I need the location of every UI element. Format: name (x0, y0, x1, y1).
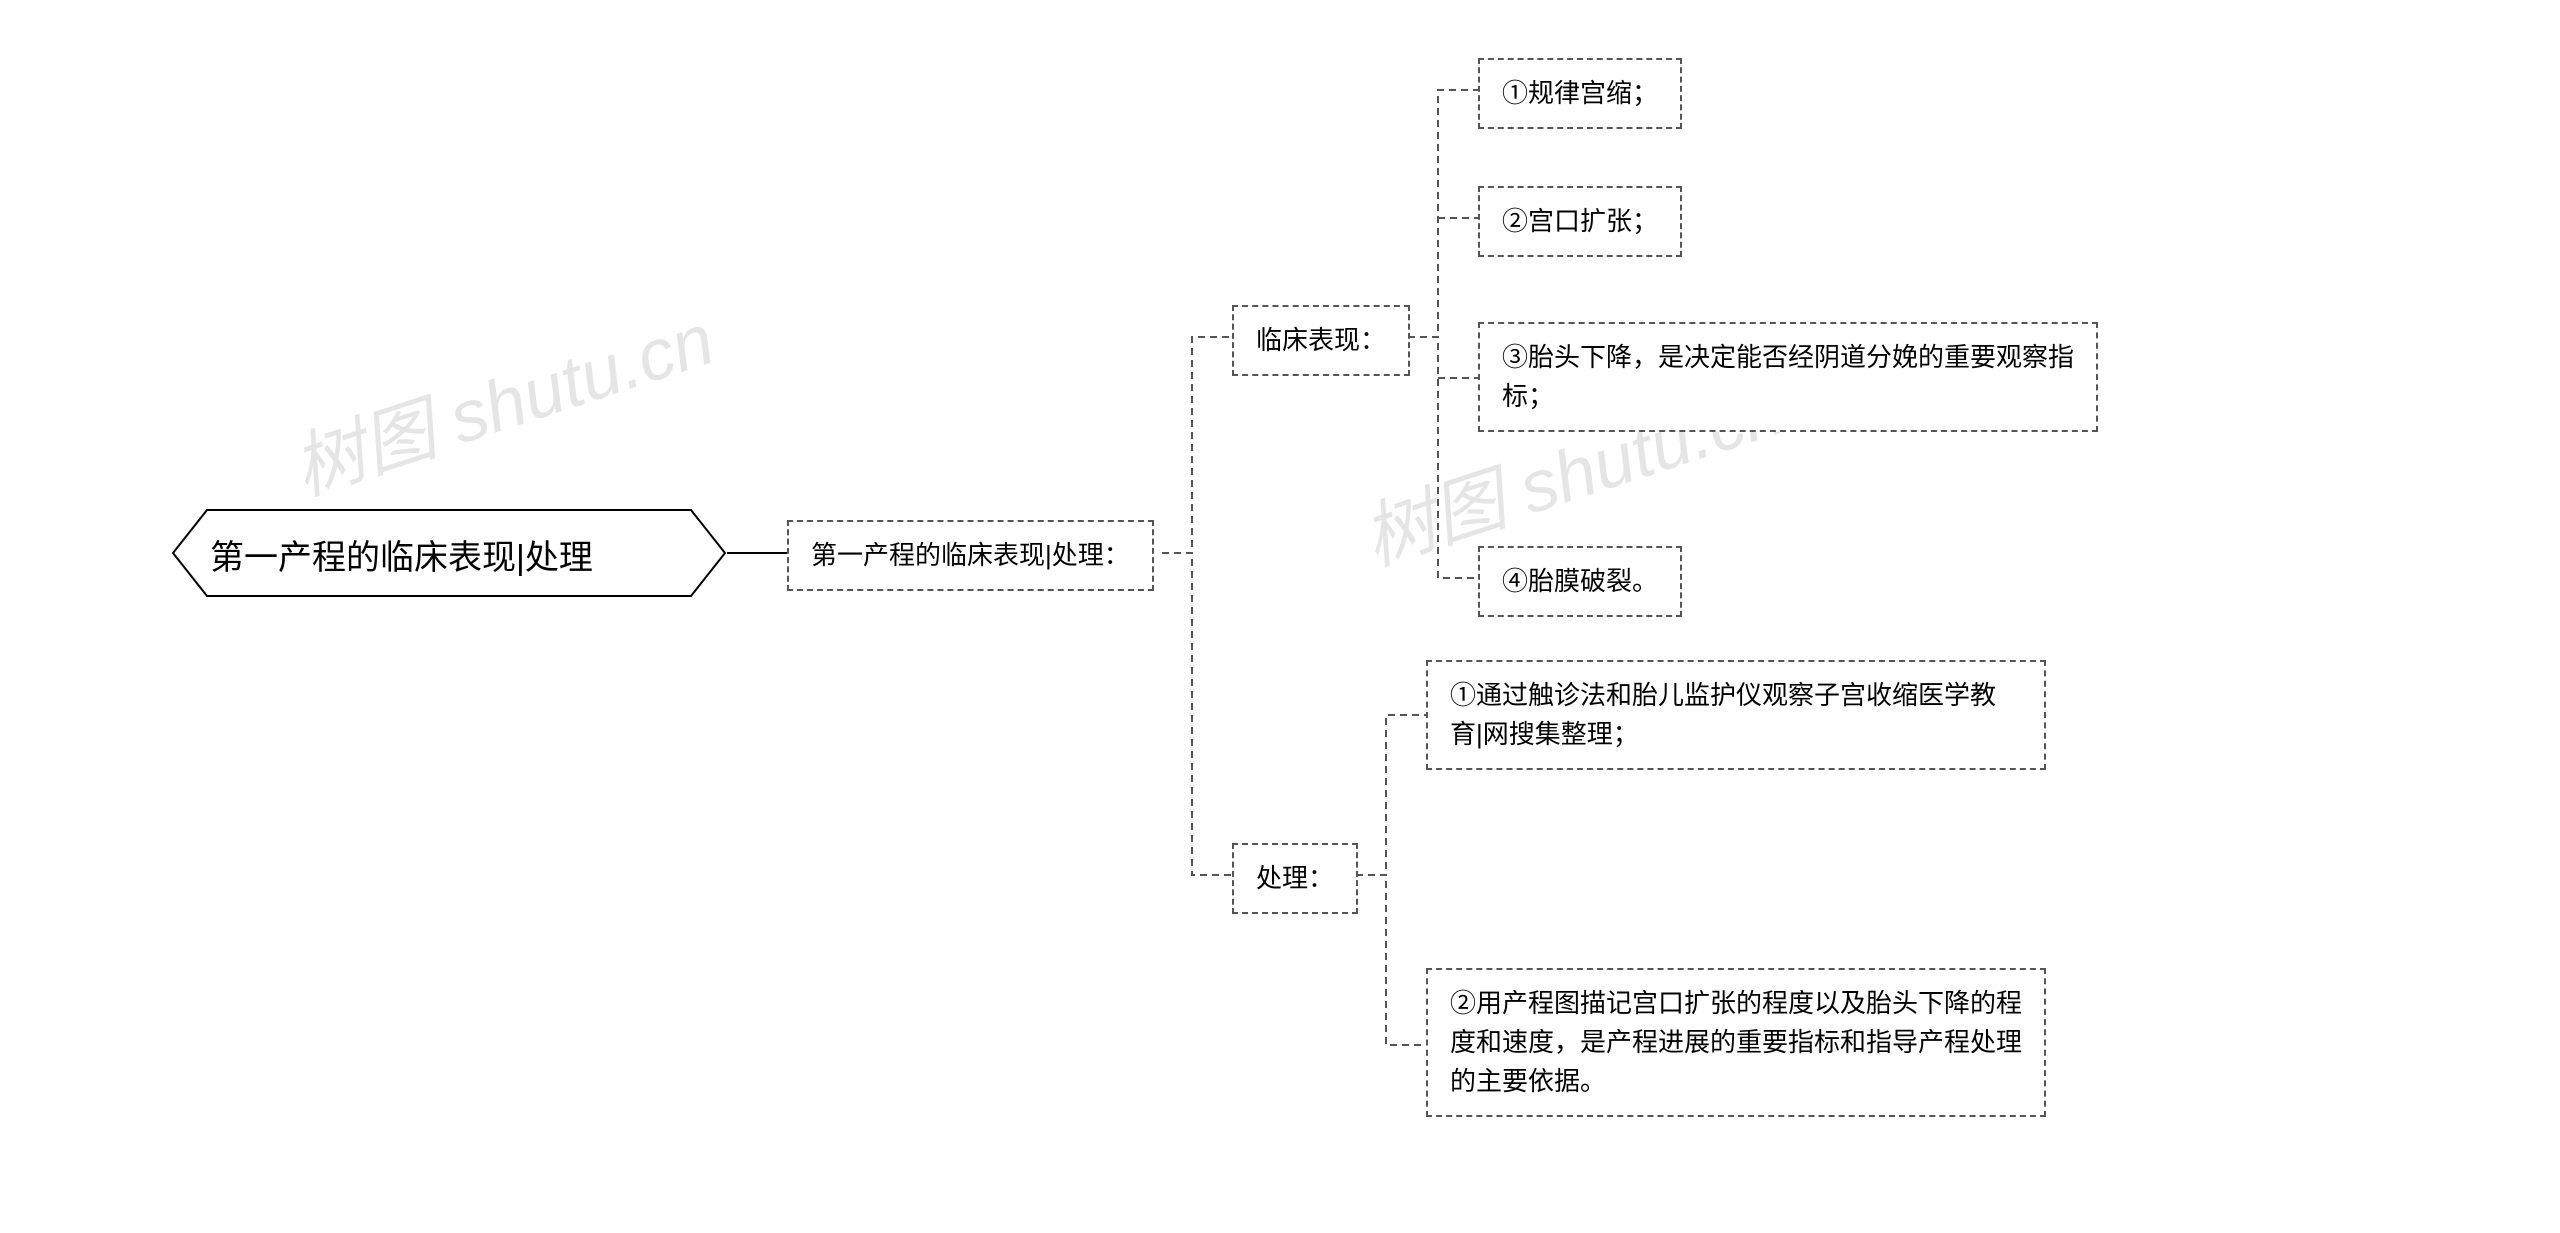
clinical-item-4-label: ④胎膜破裂。 (1502, 566, 1658, 596)
level2-clinical-node: 临床表现： (1232, 305, 1410, 376)
clinical-item-2-label: ②宫口扩张； (1502, 206, 1658, 236)
clinical-item-4: ④胎膜破裂。 (1478, 546, 1682, 617)
root-label: 第一产程的临床表现|处理 (210, 539, 593, 577)
level2-treatment-label: 处理： (1256, 863, 1334, 893)
treatment-item-2: ②用产程图描记宫口扩张的程度以及胎头下降的程度和速度，是产程进展的重要指标和指导… (1426, 968, 2046, 1117)
conn-l1-l2 (1162, 327, 1232, 885)
treatment-item-2-label: ②用产程图描记宫口扩张的程度以及胎头下降的程度和速度，是产程进展的重要指标和指导… (1450, 988, 2022, 1096)
clinical-item-3-label: ③胎头下降，是决定能否经阴道分娩的重要观察指标； (1502, 342, 2074, 411)
level1-label: 第一产程的临床表现|处理： (811, 540, 1130, 570)
root-node: 第一产程的临床表现|处理 (210, 530, 593, 579)
treatment-item-1-label: ①通过触诊法和胎儿监护仪观察子宫收缩医学教育|网搜集整理； (1450, 680, 1996, 749)
clinical-item-1: ①规律宫缩； (1478, 58, 1682, 129)
conn-clinical-items (1408, 80, 1478, 590)
treatment-item-1: ①通过触诊法和胎儿监护仪观察子宫收缩医学教育|网搜集整理； (1426, 660, 2046, 770)
level2-clinical-label: 临床表现： (1256, 325, 1386, 355)
clinical-item-2: ②宫口扩张； (1478, 186, 1682, 257)
conn-treatment-items (1356, 705, 1426, 1105)
conn-root-l1 (727, 547, 787, 559)
clinical-item-1-label: ①规律宫缩； (1502, 78, 1658, 108)
clinical-item-3: ③胎头下降，是决定能否经阴道分娩的重要观察指标； (1478, 322, 2098, 432)
watermark-1: 树图 shutu.cn (278, 280, 725, 515)
level2-treatment-node: 处理： (1232, 843, 1358, 914)
level1-node: 第一产程的临床表现|处理： (787, 520, 1154, 591)
